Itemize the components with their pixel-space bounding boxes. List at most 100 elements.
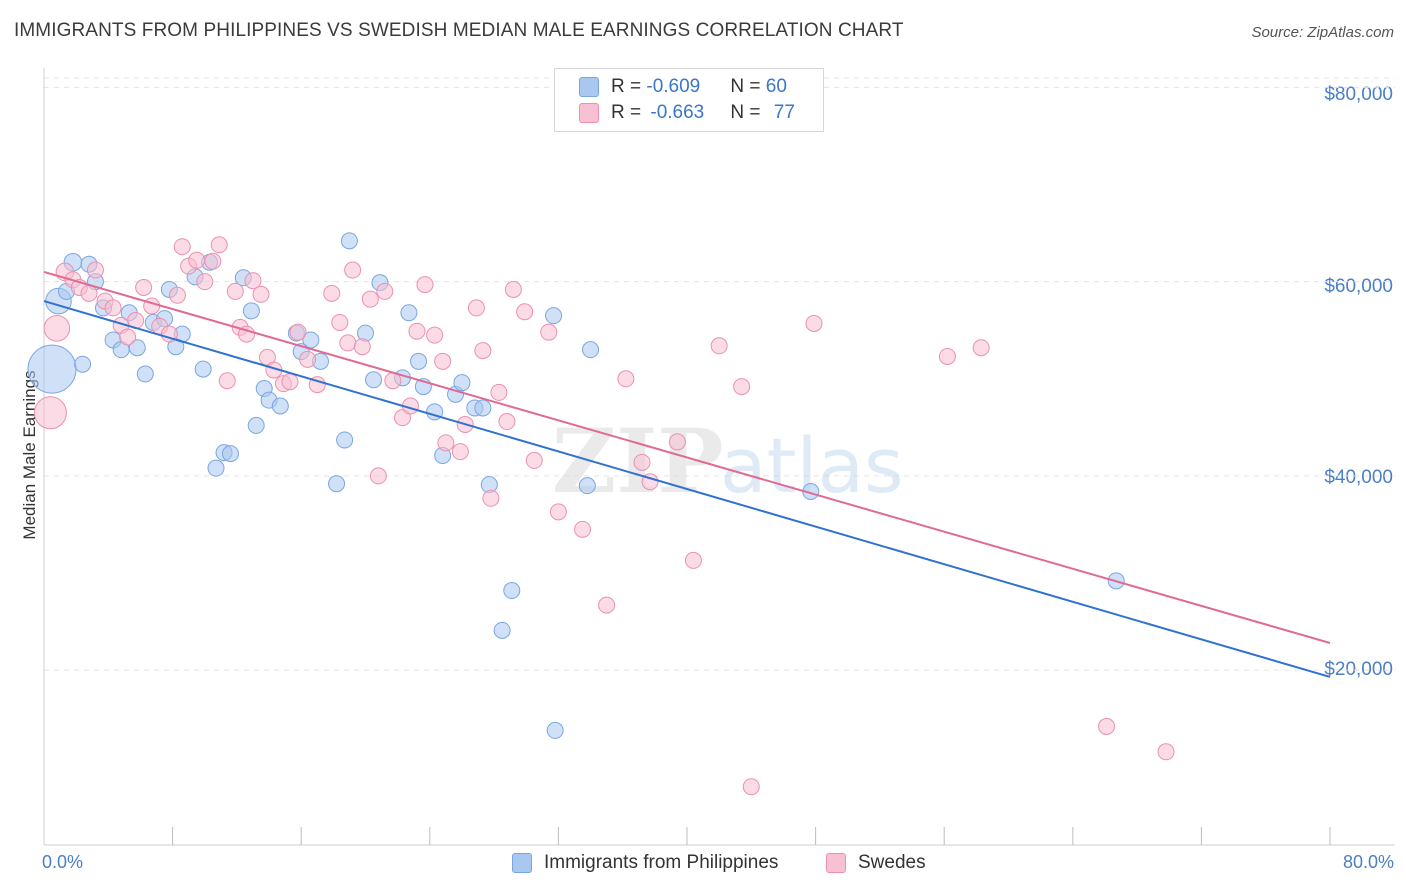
series-swedes-points (33, 236, 1175, 796)
data-point (188, 251, 206, 269)
data-point (525, 451, 543, 469)
data-point (482, 489, 500, 507)
data-point (498, 413, 516, 431)
legend-swatch-swedes (826, 853, 846, 873)
data-point (194, 360, 212, 378)
data-point (369, 467, 387, 485)
legend-item-swedes[interactable]: Swedes (826, 852, 926, 874)
x-tick-label-min: 0.0% (42, 852, 84, 872)
data-point (972, 339, 990, 357)
data-point (540, 323, 558, 341)
data-point (289, 323, 307, 341)
data-point (416, 276, 434, 294)
axes (43, 68, 1395, 846)
data-point (74, 355, 92, 373)
x-tick-label-max: 80.0% (1342, 852, 1394, 872)
data-point (504, 280, 522, 298)
data-point (617, 370, 635, 388)
trend-line-swedes (43, 271, 1331, 644)
data-point (135, 279, 153, 297)
data-point (281, 373, 299, 391)
data-point (247, 416, 265, 434)
data-point (361, 290, 379, 308)
legend-n-value: 77 (773, 102, 795, 123)
legend-swatch-swedes (579, 103, 599, 123)
y-tick-label-20000: $20,000 (1324, 659, 1393, 680)
data-point (328, 475, 346, 493)
legend-row-swedes: R = -0.663 N = 77 (579, 101, 795, 125)
legend-n-label: N = (730, 76, 766, 97)
data-point (218, 372, 236, 390)
data-point (340, 232, 358, 250)
data-point (578, 477, 596, 495)
data-point (451, 443, 469, 461)
data-point (490, 383, 508, 401)
data-point (1157, 743, 1175, 761)
legend-item-philippines[interactable]: Immigrants from Philippines (512, 852, 778, 874)
data-point (503, 582, 521, 600)
data-point (408, 322, 426, 340)
data-point (598, 596, 616, 614)
data-point (938, 347, 956, 365)
data-point (210, 236, 228, 254)
data-point (173, 238, 191, 256)
data-point (336, 431, 354, 449)
data-point (410, 352, 428, 370)
legend-row-philippines: R = -0.609 N = 60 (579, 75, 787, 99)
data-point (271, 397, 289, 415)
data-point (252, 285, 270, 303)
data-point (86, 261, 104, 279)
data-point (204, 252, 222, 270)
data-point (474, 399, 492, 417)
data-point (574, 520, 592, 538)
data-point (710, 337, 728, 355)
data-point (633, 453, 651, 471)
data-point (545, 307, 563, 325)
data-point (437, 434, 455, 452)
data-point (365, 371, 383, 389)
legend-r-value: -0.609 (646, 76, 701, 97)
legend-swatch-philippines (512, 853, 532, 873)
data-point (393, 409, 411, 427)
data-point (453, 374, 471, 392)
watermark: ZIP atlas (552, 409, 904, 513)
data-point (733, 378, 751, 396)
data-point (353, 338, 371, 356)
legend-label-swedes: Swedes (858, 852, 926, 873)
data-point (136, 365, 154, 383)
data-point (339, 334, 357, 352)
legend-n-value: 60 (765, 76, 787, 97)
data-point (43, 314, 71, 342)
legend-label-philippines: Immigrants from Philippines (544, 852, 779, 873)
legend-r-label: R = (611, 76, 647, 97)
legend-r-value: -0.663 (650, 102, 705, 123)
data-point (467, 299, 485, 317)
data-point (426, 326, 444, 344)
data-point (331, 313, 349, 331)
data-point (493, 621, 511, 639)
series-legend: Immigrants from Philippines Swedes (0, 852, 1406, 878)
data-point (474, 342, 492, 360)
data-point (221, 445, 239, 463)
data-point (668, 433, 686, 451)
data-point (226, 282, 244, 300)
data-point (400, 304, 418, 322)
data-point (27, 344, 77, 394)
data-point (582, 341, 600, 359)
data-point (168, 286, 186, 304)
data-point (805, 314, 823, 332)
data-point (104, 299, 122, 317)
gridlines (44, 77, 1395, 671)
correlation-legend: R = -0.609 N = 60 R = -0.663 N = 77 (554, 68, 824, 132)
data-point (119, 328, 137, 346)
data-point (207, 459, 225, 477)
data-point (549, 503, 567, 521)
data-point (684, 551, 702, 569)
data-point (143, 297, 161, 315)
data-point (80, 284, 98, 302)
chart-title: IMMIGRANTS FROM PHILIPPINES VS SWEDISH M… (14, 20, 904, 41)
data-point (33, 396, 67, 430)
data-point (1098, 718, 1116, 736)
data-point (244, 272, 262, 290)
data-point (742, 778, 760, 796)
